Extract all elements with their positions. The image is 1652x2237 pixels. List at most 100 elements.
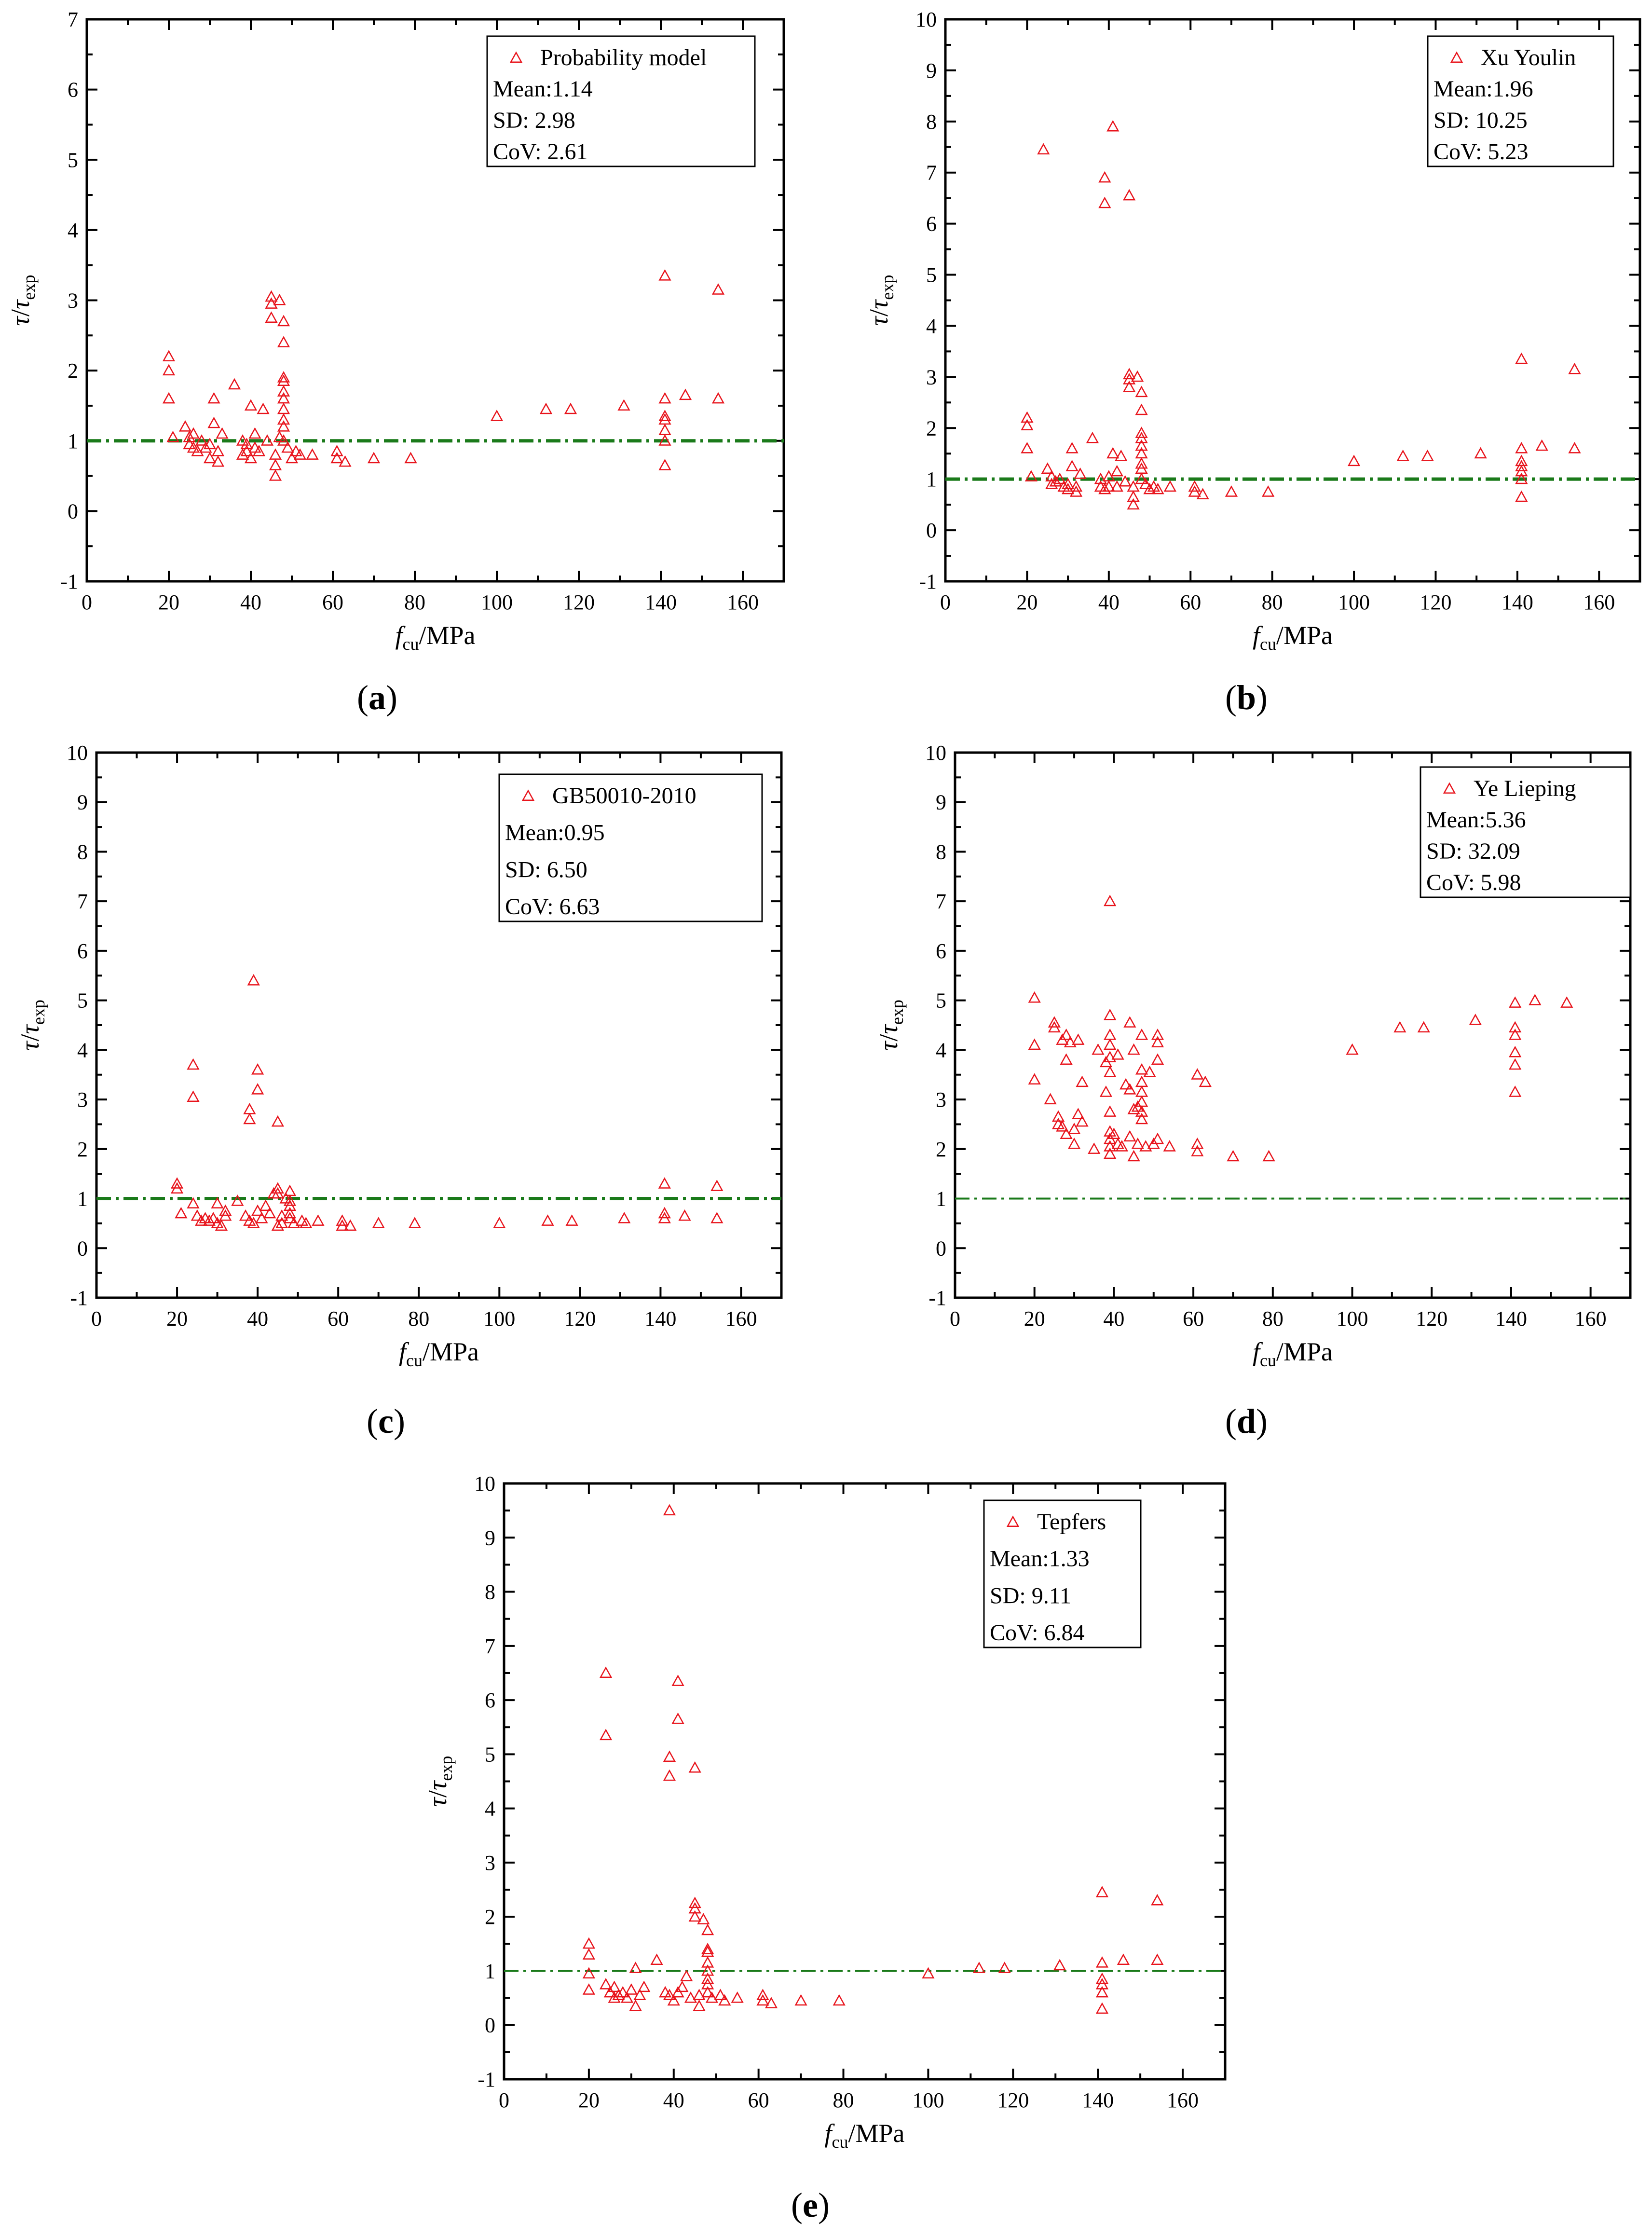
data-point — [1151, 1894, 1164, 1906]
data-point — [211, 1197, 224, 1208]
data-point — [1028, 1073, 1041, 1085]
data-point — [1123, 368, 1136, 380]
y-tick-label: 8 — [926, 110, 937, 134]
data-point — [490, 410, 504, 421]
y-tick-label: 3 — [68, 289, 78, 313]
data-point — [599, 1729, 613, 1741]
data-point — [539, 402, 553, 414]
y-tick-label: 1 — [68, 429, 78, 453]
data-point — [283, 1194, 297, 1206]
data-point — [1509, 1058, 1522, 1070]
data-point — [1094, 472, 1107, 484]
data-point — [1135, 1112, 1148, 1125]
data-point — [211, 445, 225, 456]
data-point — [1110, 465, 1123, 477]
data-point — [207, 1212, 220, 1223]
data-point — [283, 1207, 297, 1219]
x-tick-label: 0 — [950, 1307, 960, 1331]
data-point — [269, 448, 282, 460]
data-point — [1127, 1043, 1140, 1055]
data-point — [582, 1983, 596, 1995]
data-point — [564, 402, 577, 414]
y-tick-label: 6 — [77, 939, 88, 963]
data-point — [1123, 189, 1136, 201]
data-point — [277, 413, 290, 425]
data-point — [231, 1194, 244, 1206]
data-point — [663, 1769, 676, 1781]
data-point — [330, 452, 343, 464]
y-tick-label: 10 — [67, 741, 88, 765]
data-point — [251, 1083, 264, 1095]
y-tick-label: 3 — [936, 1088, 946, 1112]
data-point — [1044, 1093, 1057, 1105]
data-point — [671, 1674, 684, 1686]
data-point — [336, 1219, 349, 1231]
data-point — [1188, 480, 1201, 492]
chart-panel-d: 0 20 40 60 80 100 120 140 160-1012345678910fcu/M… — [874, 741, 1632, 1370]
data-point — [162, 350, 176, 362]
data-point — [1123, 1016, 1136, 1028]
data-point — [688, 1761, 701, 1773]
y-tick-label: 6 — [68, 78, 78, 102]
data-point — [191, 445, 204, 456]
data-point — [293, 448, 307, 460]
legend-sd: SD: 10.25 — [1434, 108, 1528, 133]
data-point — [239, 1209, 252, 1221]
legend-sd: SD: 2.98 — [493, 108, 575, 133]
data-point — [625, 1983, 638, 1995]
data-point — [1104, 1140, 1117, 1152]
data-point — [244, 399, 258, 411]
data-point — [701, 1956, 714, 1968]
data-point — [259, 1199, 272, 1211]
data-point — [922, 1967, 935, 1979]
data-point — [271, 1187, 285, 1199]
legend-marker — [1006, 1515, 1020, 1527]
data-point — [1115, 449, 1128, 461]
data-point — [1115, 1140, 1129, 1152]
data-point — [243, 1112, 256, 1125]
data-point — [1053, 1959, 1066, 1971]
data-point — [710, 1180, 724, 1191]
data-point — [1515, 490, 1528, 502]
data-point — [1098, 196, 1111, 208]
data-point — [277, 371, 290, 383]
y-tick-label: 6 — [485, 1688, 495, 1712]
data-point — [711, 283, 725, 295]
data-point — [658, 1207, 671, 1219]
data-point — [1131, 370, 1144, 382]
data-point — [216, 427, 229, 439]
data-point — [633, 1989, 646, 2001]
x-tick-label: 100 — [1338, 590, 1370, 614]
data-point — [612, 1989, 625, 2001]
data-point — [1509, 1085, 1522, 1097]
y-tick-label: 6 — [936, 939, 946, 963]
data-point — [175, 1207, 188, 1219]
data-point — [765, 1997, 778, 2008]
data-point — [1067, 1137, 1081, 1149]
data-point — [678, 1209, 691, 1221]
data-point — [367, 452, 381, 464]
y-tick-label: -1 — [919, 570, 937, 593]
y-tick-label: 7 — [77, 890, 88, 913]
data-point — [1515, 465, 1528, 477]
data-point — [1072, 1033, 1085, 1045]
data-point — [1107, 1127, 1120, 1139]
legend-box — [486, 35, 756, 167]
data-point — [1515, 352, 1528, 364]
data-point — [1393, 1021, 1406, 1033]
data-point — [1474, 447, 1487, 459]
x-tick-label: 0 — [499, 2088, 509, 2112]
x-tick-label: 80 — [833, 2088, 854, 2112]
data-point — [203, 438, 217, 450]
data-point — [1135, 385, 1148, 398]
data-point — [1143, 1066, 1156, 1077]
data-point — [1135, 1085, 1148, 1097]
data-point — [191, 1209, 204, 1221]
y-tick-label: 2 — [68, 359, 78, 383]
x-tick-label: 80 — [1262, 1307, 1283, 1331]
x-tick-label: 0 — [82, 590, 92, 614]
data-point — [1135, 1105, 1148, 1117]
y-tick-label: 9 — [77, 791, 88, 814]
data-point — [701, 1972, 714, 1984]
data-point — [277, 420, 290, 432]
